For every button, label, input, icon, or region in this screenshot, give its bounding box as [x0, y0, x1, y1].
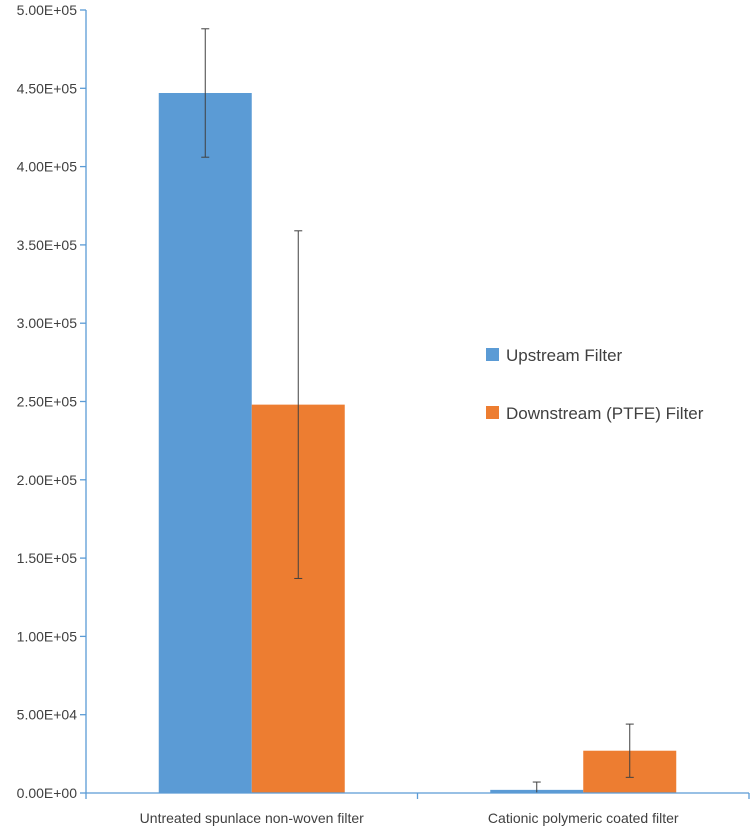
y-tick-label: 1.00E+05 — [17, 628, 78, 644]
legend: Upstream Filter Downstream (PTFE) Filter — [486, 346, 704, 423]
x-category-label: Cationic polymeric coated filter — [488, 810, 679, 826]
y-tick-label: 3.50E+05 — [17, 237, 78, 253]
y-tick-label: 5.00E+05 — [17, 2, 78, 18]
x-category-label: Untreated spunlace non-woven filter — [140, 810, 364, 826]
legend-swatch — [486, 406, 499, 419]
bar — [158, 92, 252, 794]
y-axis: 0.00E+00 5.00E+04 1.00E+05 1.50E+05 2.00E+05… — [17, 2, 87, 801]
y-tick-label: 3.00E+05 — [17, 315, 78, 331]
y-tick-label: 0.00E+00 — [17, 785, 78, 801]
legend-label: Upstream Filter — [506, 346, 623, 365]
y-tick-label: 1.50E+05 — [17, 550, 78, 566]
y-tick-label: 4.50E+05 — [17, 80, 78, 96]
x-axis: Untreated spunlace non-woven filter Catio… — [85, 792, 750, 826]
y-tick-label: 4.00E+05 — [17, 159, 78, 175]
legend-label: Downstream (PTFE) Filter — [506, 404, 704, 423]
y-tick-label: 2.50E+05 — [17, 394, 78, 410]
legend-swatch — [486, 348, 499, 361]
y-tick-label: 2.00E+05 — [17, 472, 78, 488]
y-tick-label: 5.00E+04 — [17, 707, 78, 723]
error-bars — [201, 28, 634, 794]
bars — [158, 92, 677, 794]
